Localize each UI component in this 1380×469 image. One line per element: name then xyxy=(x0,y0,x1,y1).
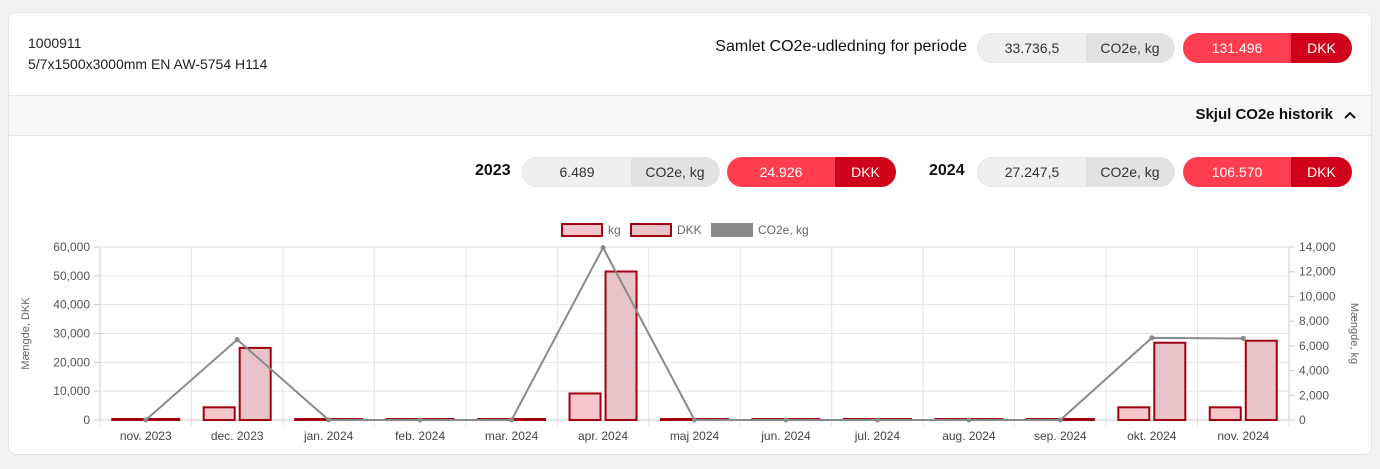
chart-svg: kg DKK CO2e, kg 0 10,000 20,000 30,000 40,000 50… xyxy=(20,223,1360,443)
product-description: 5/7x1500x3000mm EN AW-5754 H114 xyxy=(28,56,268,72)
year-2023-dkk-value: 24.926 xyxy=(727,157,835,187)
total-co2-value: 33.736,5 xyxy=(1004,40,1060,56)
x-tick-label: jan. 2024 xyxy=(303,429,354,443)
product-id: 1000911 xyxy=(28,35,82,51)
y-tick-label-left: 0 xyxy=(83,413,90,427)
line-point-co2e xyxy=(1057,417,1063,423)
year-label-2024: 2024 xyxy=(929,162,965,179)
bar-kg xyxy=(202,406,236,422)
y-tick-label-left: 40,000 xyxy=(53,298,90,312)
x-tick-label: aug. 2024 xyxy=(942,429,996,443)
y-tick-label-left: 60,000 xyxy=(53,240,90,254)
y-tick-label-right: 0 xyxy=(1299,413,1306,427)
line-point-co2e xyxy=(326,417,332,423)
x-tick-label: dec. 2023 xyxy=(211,429,264,443)
legend-swatch-2 xyxy=(711,223,753,237)
y-tick-label-right: 10,000 xyxy=(1299,289,1336,303)
year-2023-dkk-pill: 24.926 DKK xyxy=(727,157,896,187)
bar-dkk xyxy=(604,270,638,422)
total-co2-label: Samlet CO2e-udledning for periode xyxy=(715,38,967,55)
y-axis-title-left: Mængde, DKK xyxy=(20,297,32,370)
y-tick-label-right: 6,000 xyxy=(1299,339,1329,353)
line-point-co2e xyxy=(874,417,880,423)
bar-kg xyxy=(1117,406,1151,422)
total-co2-pill: 33.736,5 CO2e, kg xyxy=(977,33,1175,63)
line-point-co2e xyxy=(692,417,697,423)
year-2024-dkk-value: 106.570 xyxy=(1183,157,1291,187)
line-point-co2e xyxy=(143,417,149,423)
bar-dkk xyxy=(1153,341,1187,421)
hide-history-label: Skjul CO2e historik xyxy=(1195,106,1333,123)
legend-swatch-0 xyxy=(561,223,603,237)
y-tick-label-right: 8,000 xyxy=(1299,314,1329,328)
year-2023-co2-value: 6.489 xyxy=(559,164,595,180)
x-tick-label: feb. 2024 xyxy=(395,429,445,443)
legend-label-0: kg xyxy=(608,223,621,237)
bar-kg xyxy=(1208,406,1242,422)
y-tick-label-right: 4,000 xyxy=(1299,364,1329,378)
bar-kg xyxy=(294,418,328,421)
bar-dkk xyxy=(238,346,272,422)
x-tick-label: okt. 2024 xyxy=(1127,429,1177,443)
y-tick-label-right: 2,000 xyxy=(1299,388,1329,402)
x-tick-label: jul. 2024 xyxy=(854,429,901,443)
y-tick-label-right: 14,000 xyxy=(1299,240,1336,254)
year-2024-dkk-pill: 106.570 DKK xyxy=(1183,157,1352,187)
year-2024-co2-value: 27.247,5 xyxy=(1004,164,1060,180)
year-2023-co2-unit: CO2e, kg xyxy=(631,158,719,186)
y-tick-label-left: 10,000 xyxy=(53,384,90,398)
bar-kg xyxy=(111,418,145,421)
co2-history-chart: kg DKK CO2e, kg 0 10,000 20,000 30,000 40,000 50… xyxy=(9,213,1371,454)
line-point-co2e xyxy=(234,337,240,343)
bar-dkk xyxy=(513,418,547,421)
year-label-2023: 2023 xyxy=(475,162,511,179)
bar-kg xyxy=(568,392,602,421)
legend-label-1: DKK xyxy=(677,223,702,237)
year-2024-dkk-unit: DKK xyxy=(1291,157,1352,187)
legend-label-2: CO2e, kg xyxy=(758,223,809,237)
year-2023-dkk-unit: DKK xyxy=(835,157,896,187)
year-2024-co2-pill: 27.247,5 CO2e, kg xyxy=(977,157,1175,187)
y-tick-label-left: 20,000 xyxy=(53,355,90,369)
line-point-co2e xyxy=(966,417,972,423)
x-tick-label: nov. 2024 xyxy=(1217,429,1269,443)
x-tick-label: sep. 2024 xyxy=(1034,429,1087,443)
x-tick-label: apr. 2024 xyxy=(578,429,628,443)
total-co2-unit: CO2e, kg xyxy=(1086,34,1174,62)
line-point-co2e xyxy=(509,417,515,423)
x-tick-label: jun. 2024 xyxy=(760,429,811,443)
chevron-up-icon xyxy=(1344,111,1356,119)
bar-dkk xyxy=(1061,418,1095,421)
line-point-co2e xyxy=(600,245,606,251)
line-point-co2e xyxy=(1149,335,1155,341)
hide-history-button[interactable]: Skjul CO2e historik xyxy=(1195,106,1357,123)
y-tick-label-left: 50,000 xyxy=(53,269,90,283)
bar-dkk xyxy=(147,418,181,421)
line-point-co2e xyxy=(783,417,789,423)
year-2024-co2-unit: CO2e, kg xyxy=(1086,158,1174,186)
card-header: 1000911 5/7x1500x3000mm EN AW-5754 H114 … xyxy=(9,13,1371,95)
history-toggle-bar: Skjul CO2e historik xyxy=(9,95,1371,136)
total-dkk-value: 131.496 xyxy=(1183,33,1291,63)
line-point-co2e xyxy=(417,417,423,423)
bar-dkk xyxy=(1244,339,1278,421)
x-tick-label: mar. 2024 xyxy=(485,429,539,443)
x-tick-label: nov. 2023 xyxy=(120,429,172,443)
total-dkk-pill: 131.496 DKK xyxy=(1183,33,1352,63)
bar-kg xyxy=(660,418,693,421)
co2-history-card: 1000911 5/7x1500x3000mm EN AW-5754 H114 … xyxy=(8,12,1372,455)
line-point-co2e xyxy=(1240,335,1246,341)
y-axis-title-right: Mængde, kg xyxy=(1348,303,1360,364)
x-tick-label: maj 2024 xyxy=(670,429,720,443)
total-dkk-unit: DKK xyxy=(1291,33,1352,63)
y-tick-label-left: 30,000 xyxy=(53,327,90,341)
legend-swatch-1 xyxy=(630,223,672,237)
year-2023-co2-pill: 6.489 CO2e, kg xyxy=(522,157,720,187)
y-tick-label-right: 12,000 xyxy=(1299,265,1336,279)
